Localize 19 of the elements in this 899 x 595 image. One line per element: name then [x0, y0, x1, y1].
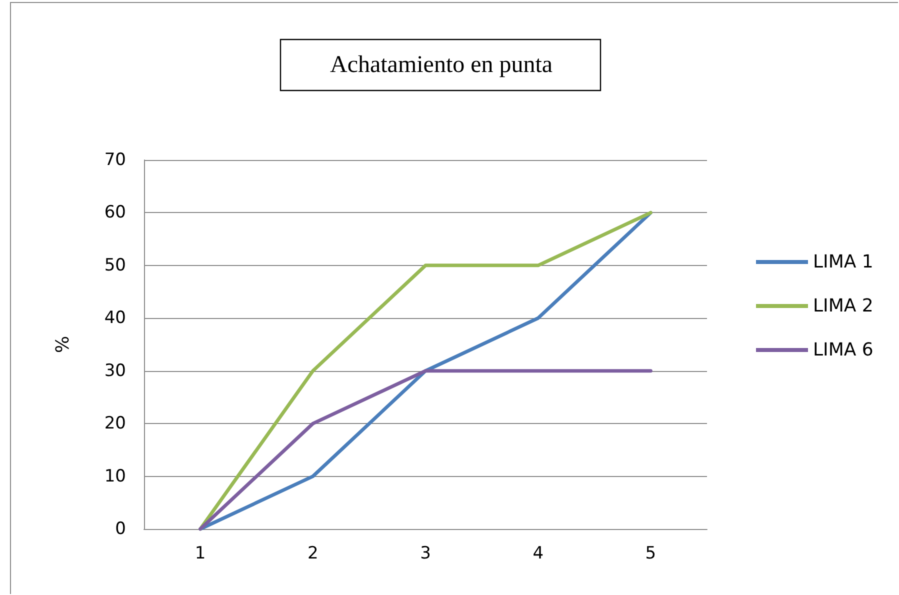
chart-title: Achatamiento en punta [330, 52, 553, 78]
line-series [198, 210, 652, 531]
x-tick-label: 5 [645, 544, 656, 564]
y-tick-label: 50 [104, 255, 126, 276]
legend-label: LIMA 1 [813, 252, 874, 272]
y-tick-label: 20 [104, 414, 126, 434]
y-tick-label: 70 [104, 150, 126, 170]
y-tick-label: 10 [104, 466, 126, 486]
y-tick-label: 60 [104, 202, 126, 223]
legend-label: LIMA 2 [813, 296, 874, 316]
y-axis-title: % [52, 336, 74, 354]
y-tick-label: 0 [115, 519, 126, 539]
y-tick-label: 30 [104, 360, 126, 381]
x-tick-label: 3 [420, 544, 431, 564]
y-tick-label: 40 [104, 308, 126, 328]
x-tick-label: 2 [307, 544, 318, 564]
legend-label: LIMA 6 [813, 340, 874, 360]
x-tick-label: 1 [194, 544, 206, 564]
x-tick-label: 4 [532, 544, 544, 564]
